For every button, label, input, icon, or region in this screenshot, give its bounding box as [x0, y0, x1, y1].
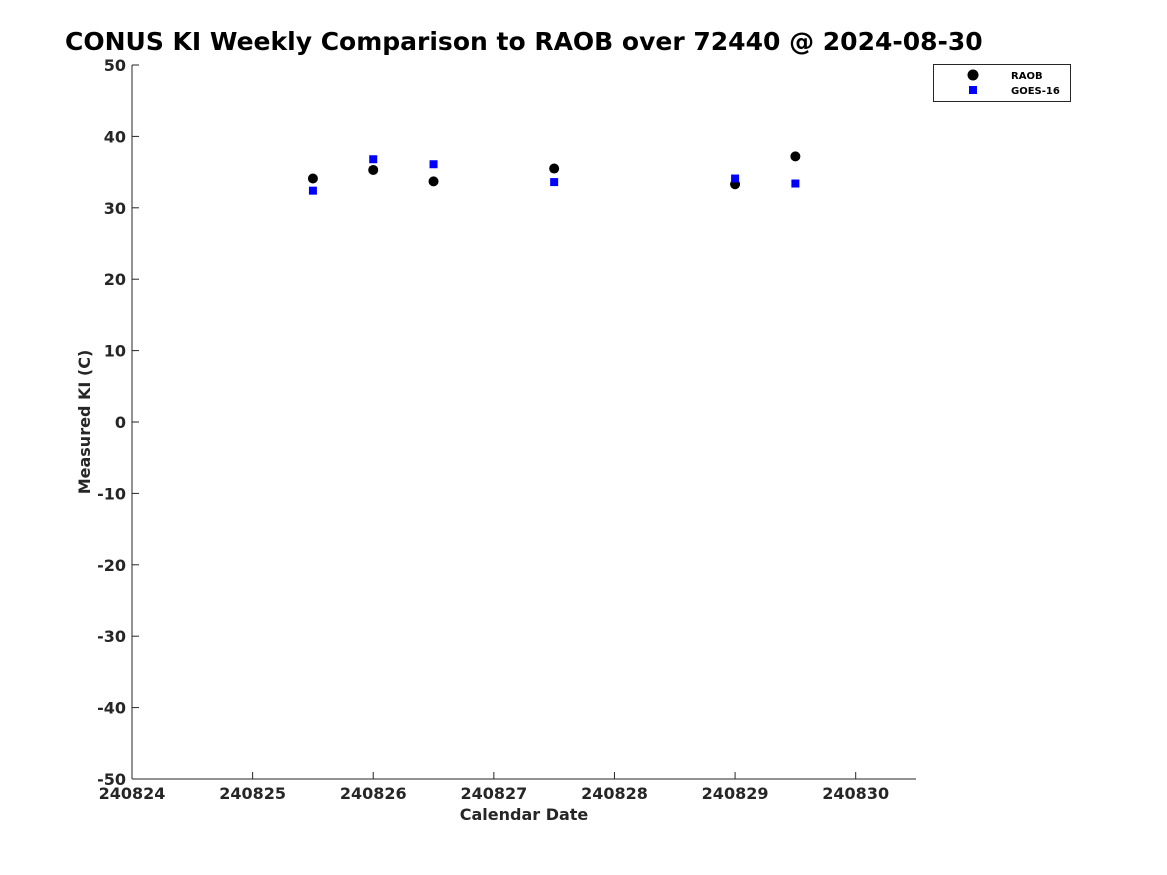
x-tick-label: 240825: [219, 784, 286, 803]
axes: [131, 65, 916, 780]
x-tick-label: 240827: [460, 784, 527, 803]
legend-marker-goes-16: [969, 86, 977, 94]
chart-title: CONUS KI Weekly Comparison to RAOB over …: [65, 27, 983, 56]
goes-16-point: [550, 178, 559, 187]
raob-point: [790, 151, 801, 162]
tick-marks: [131, 64, 857, 780]
x-tick-label: 240826: [340, 784, 407, 803]
y-tick-label: 0: [115, 413, 126, 432]
y-tick-label: -50: [97, 770, 126, 789]
legend-label: GOES-16: [1011, 86, 1060, 97]
x-axis-label: Calendar Date: [460, 805, 589, 824]
y-tick-label: -30: [97, 627, 126, 646]
y-axis-label: Measured KI (C): [75, 350, 94, 495]
legend-label: RAOB: [1011, 71, 1043, 82]
legend-marker-raob: [967, 69, 979, 81]
goes-16-point: [791, 179, 800, 188]
y-tick-label: 50: [104, 56, 126, 75]
goes-16-point: [369, 155, 378, 164]
raob-point: [549, 163, 560, 174]
x-tick-label: 240830: [822, 784, 889, 803]
y-tick-label: -20: [97, 556, 126, 575]
y-tick-label: -10: [97, 484, 126, 503]
y-tick-label: -40: [97, 699, 126, 718]
legend-box: [933, 64, 1071, 102]
raob-point: [307, 173, 318, 184]
goes-16-point: [731, 174, 740, 183]
raob-point: [428, 176, 439, 187]
y-tick-label: 20: [104, 270, 126, 289]
x-tick-label: 240824: [99, 784, 166, 803]
legend: RAOB GOES-16: [933, 64, 1071, 102]
y-tick-label: 10: [104, 342, 126, 361]
goes-16-point: [308, 186, 317, 195]
tick-labels: 240824 240825 240826 240827 240828 240829 2408…: [97, 56, 889, 803]
goes-16-point: [429, 160, 438, 169]
x-tick-label: 240829: [702, 784, 769, 803]
raob-point: [368, 164, 379, 175]
x-tick-label: 240828: [581, 784, 648, 803]
data-points: [307, 151, 801, 195]
y-tick-label: 40: [104, 127, 126, 146]
y-tick-label: 30: [104, 199, 126, 218]
